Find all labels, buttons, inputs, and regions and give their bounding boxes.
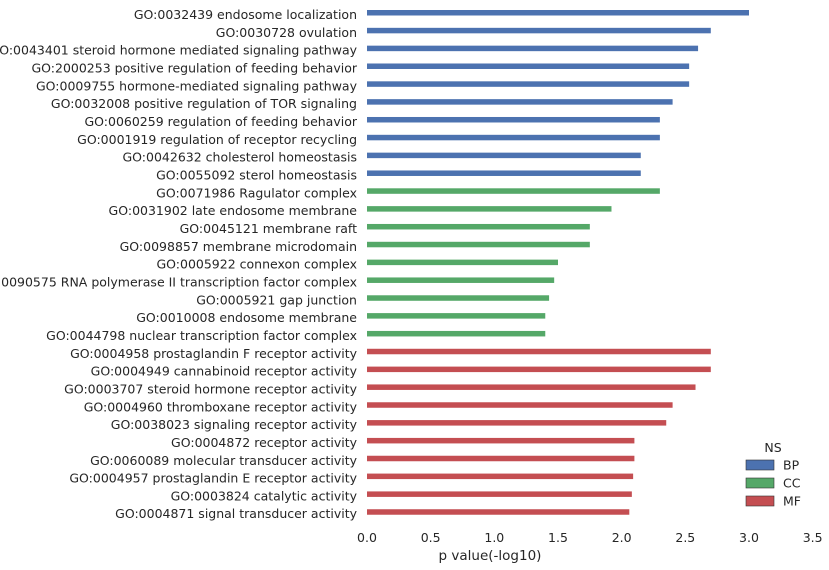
category-label: GO:0045121 membrane raft <box>180 221 358 236</box>
bar-bp <box>367 45 699 52</box>
bar-cc <box>367 330 546 337</box>
x-tick-label: 3.5 <box>803 530 823 545</box>
bar-bp <box>367 63 690 69</box>
category-label: GO:0060089 molecular transducer activity <box>90 453 358 468</box>
category-label: GO:0005921 gap junction <box>196 292 357 307</box>
bar-mf <box>367 473 634 480</box>
bar-mf <box>367 402 673 408</box>
bar-bp <box>367 27 711 34</box>
x-tick-label: 1.5 <box>548 530 568 545</box>
bar-cc <box>367 277 555 283</box>
bar-bp <box>367 116 660 123</box>
category-label: GO:0090575 RNA polymerase II transcripti… <box>0 274 357 289</box>
bar-mf <box>367 509 630 515</box>
bar-mf <box>367 366 711 373</box>
category-label: GO:0032439 endosome localization <box>134 7 357 22</box>
legend-swatch-cc <box>745 477 775 489</box>
category-label: GO:0071986 Ragulator complex <box>156 185 357 200</box>
legend-entries: BP CC MF <box>745 458 801 509</box>
bar-bp <box>367 170 641 176</box>
category-label: GO:0010008 endosome membrane <box>136 310 357 325</box>
x-tick-label: 2.5 <box>675 530 695 545</box>
category-label: GO:0004960 thromboxane receptor activity <box>84 399 358 414</box>
bar-cc <box>367 188 660 194</box>
category-label: GO:0001919 regulation of receptor recycl… <box>77 132 357 147</box>
bar-mf <box>367 437 635 444</box>
category-label: GO:0043401 steroid hormone mediated sign… <box>0 43 358 58</box>
bar-bp <box>367 99 673 105</box>
x-tick-label: 1.0 <box>484 530 504 545</box>
bar-mf <box>367 348 711 355</box>
category-label: GO:0038023 signaling receptor activity <box>111 417 358 432</box>
legend-title: NS <box>764 440 781 455</box>
category-label: GO:0004871 signal transducer activity <box>115 506 357 521</box>
x-tick-label: 2.0 <box>612 530 632 545</box>
category-labels: GO:0032439 endosome localization GO:00307… <box>0 7 358 521</box>
bars <box>367 10 749 515</box>
x-axis-ticks: 0.0 0.5 1.0 1.5 2.0 2.5 3.0 3.5 <box>357 530 823 545</box>
category-label: GO:0005922 connexon complex <box>156 257 357 272</box>
category-label: GO:0030728 ovulation <box>216 25 357 40</box>
category-label: GO:0044798 nuclear transcription factor … <box>46 328 357 343</box>
bar-cc <box>367 223 590 230</box>
category-label: GO:0042632 cholesterol homeostasis <box>123 150 358 165</box>
bar-bp <box>367 10 749 16</box>
bar-cc <box>367 241 590 248</box>
category-label: GO:2000253 positive regulation of feedin… <box>31 60 357 75</box>
category-label: GO:0032008 positive regulation of TOR si… <box>51 96 357 111</box>
category-label: GO:0004958 prostaglandin F receptor acti… <box>70 346 358 361</box>
legend-label-cc: CC <box>783 476 801 491</box>
category-label: GO:0004872 receptor activity <box>171 435 358 450</box>
legend-label-mf: MF <box>783 494 801 509</box>
bar-mf <box>367 491 632 497</box>
bar-cc <box>367 295 550 301</box>
legend-swatch-mf <box>745 495 775 507</box>
category-label: GO:0004949 cannabinoid receptor activity <box>91 364 358 379</box>
x-axis-title: p value(-log10) <box>439 548 542 564</box>
category-label: GO:0009755 hormone-mediated signaling pa… <box>36 78 358 93</box>
category-label: GO:0004957 prostaglandin E receptor acti… <box>69 471 357 486</box>
bar-cc <box>367 259 558 266</box>
category-label: GO:0003824 catalytic activity <box>171 488 358 503</box>
category-label: GO:0060259 regulation of feeding behavio… <box>84 114 357 129</box>
bar-mf <box>367 455 635 462</box>
bar-bp <box>367 81 690 87</box>
x-tick-label: 0.5 <box>421 530 441 545</box>
category-label: GO:0031902 late endosome membrane <box>109 203 358 218</box>
bar-cc <box>367 206 612 212</box>
category-label: GO:0098857 membrane microdomain <box>120 239 357 254</box>
bar-mf <box>367 384 696 390</box>
x-tick-label: 0.0 <box>357 530 377 545</box>
bar-mf <box>367 420 667 426</box>
category-label: GO:0055092 sterol homeostasis <box>156 167 357 182</box>
legend-swatch-bp <box>745 459 775 471</box>
bar-bp <box>367 134 660 141</box>
legend: NS BP CC MF <box>745 440 801 509</box>
bar-cc <box>367 313 546 319</box>
legend-label-bp: BP <box>783 458 800 473</box>
bar-bp <box>367 152 641 159</box>
category-label: GO:0003707 steroid hormone receptor acti… <box>64 381 357 396</box>
x-tick-label: 3.0 <box>739 530 759 545</box>
